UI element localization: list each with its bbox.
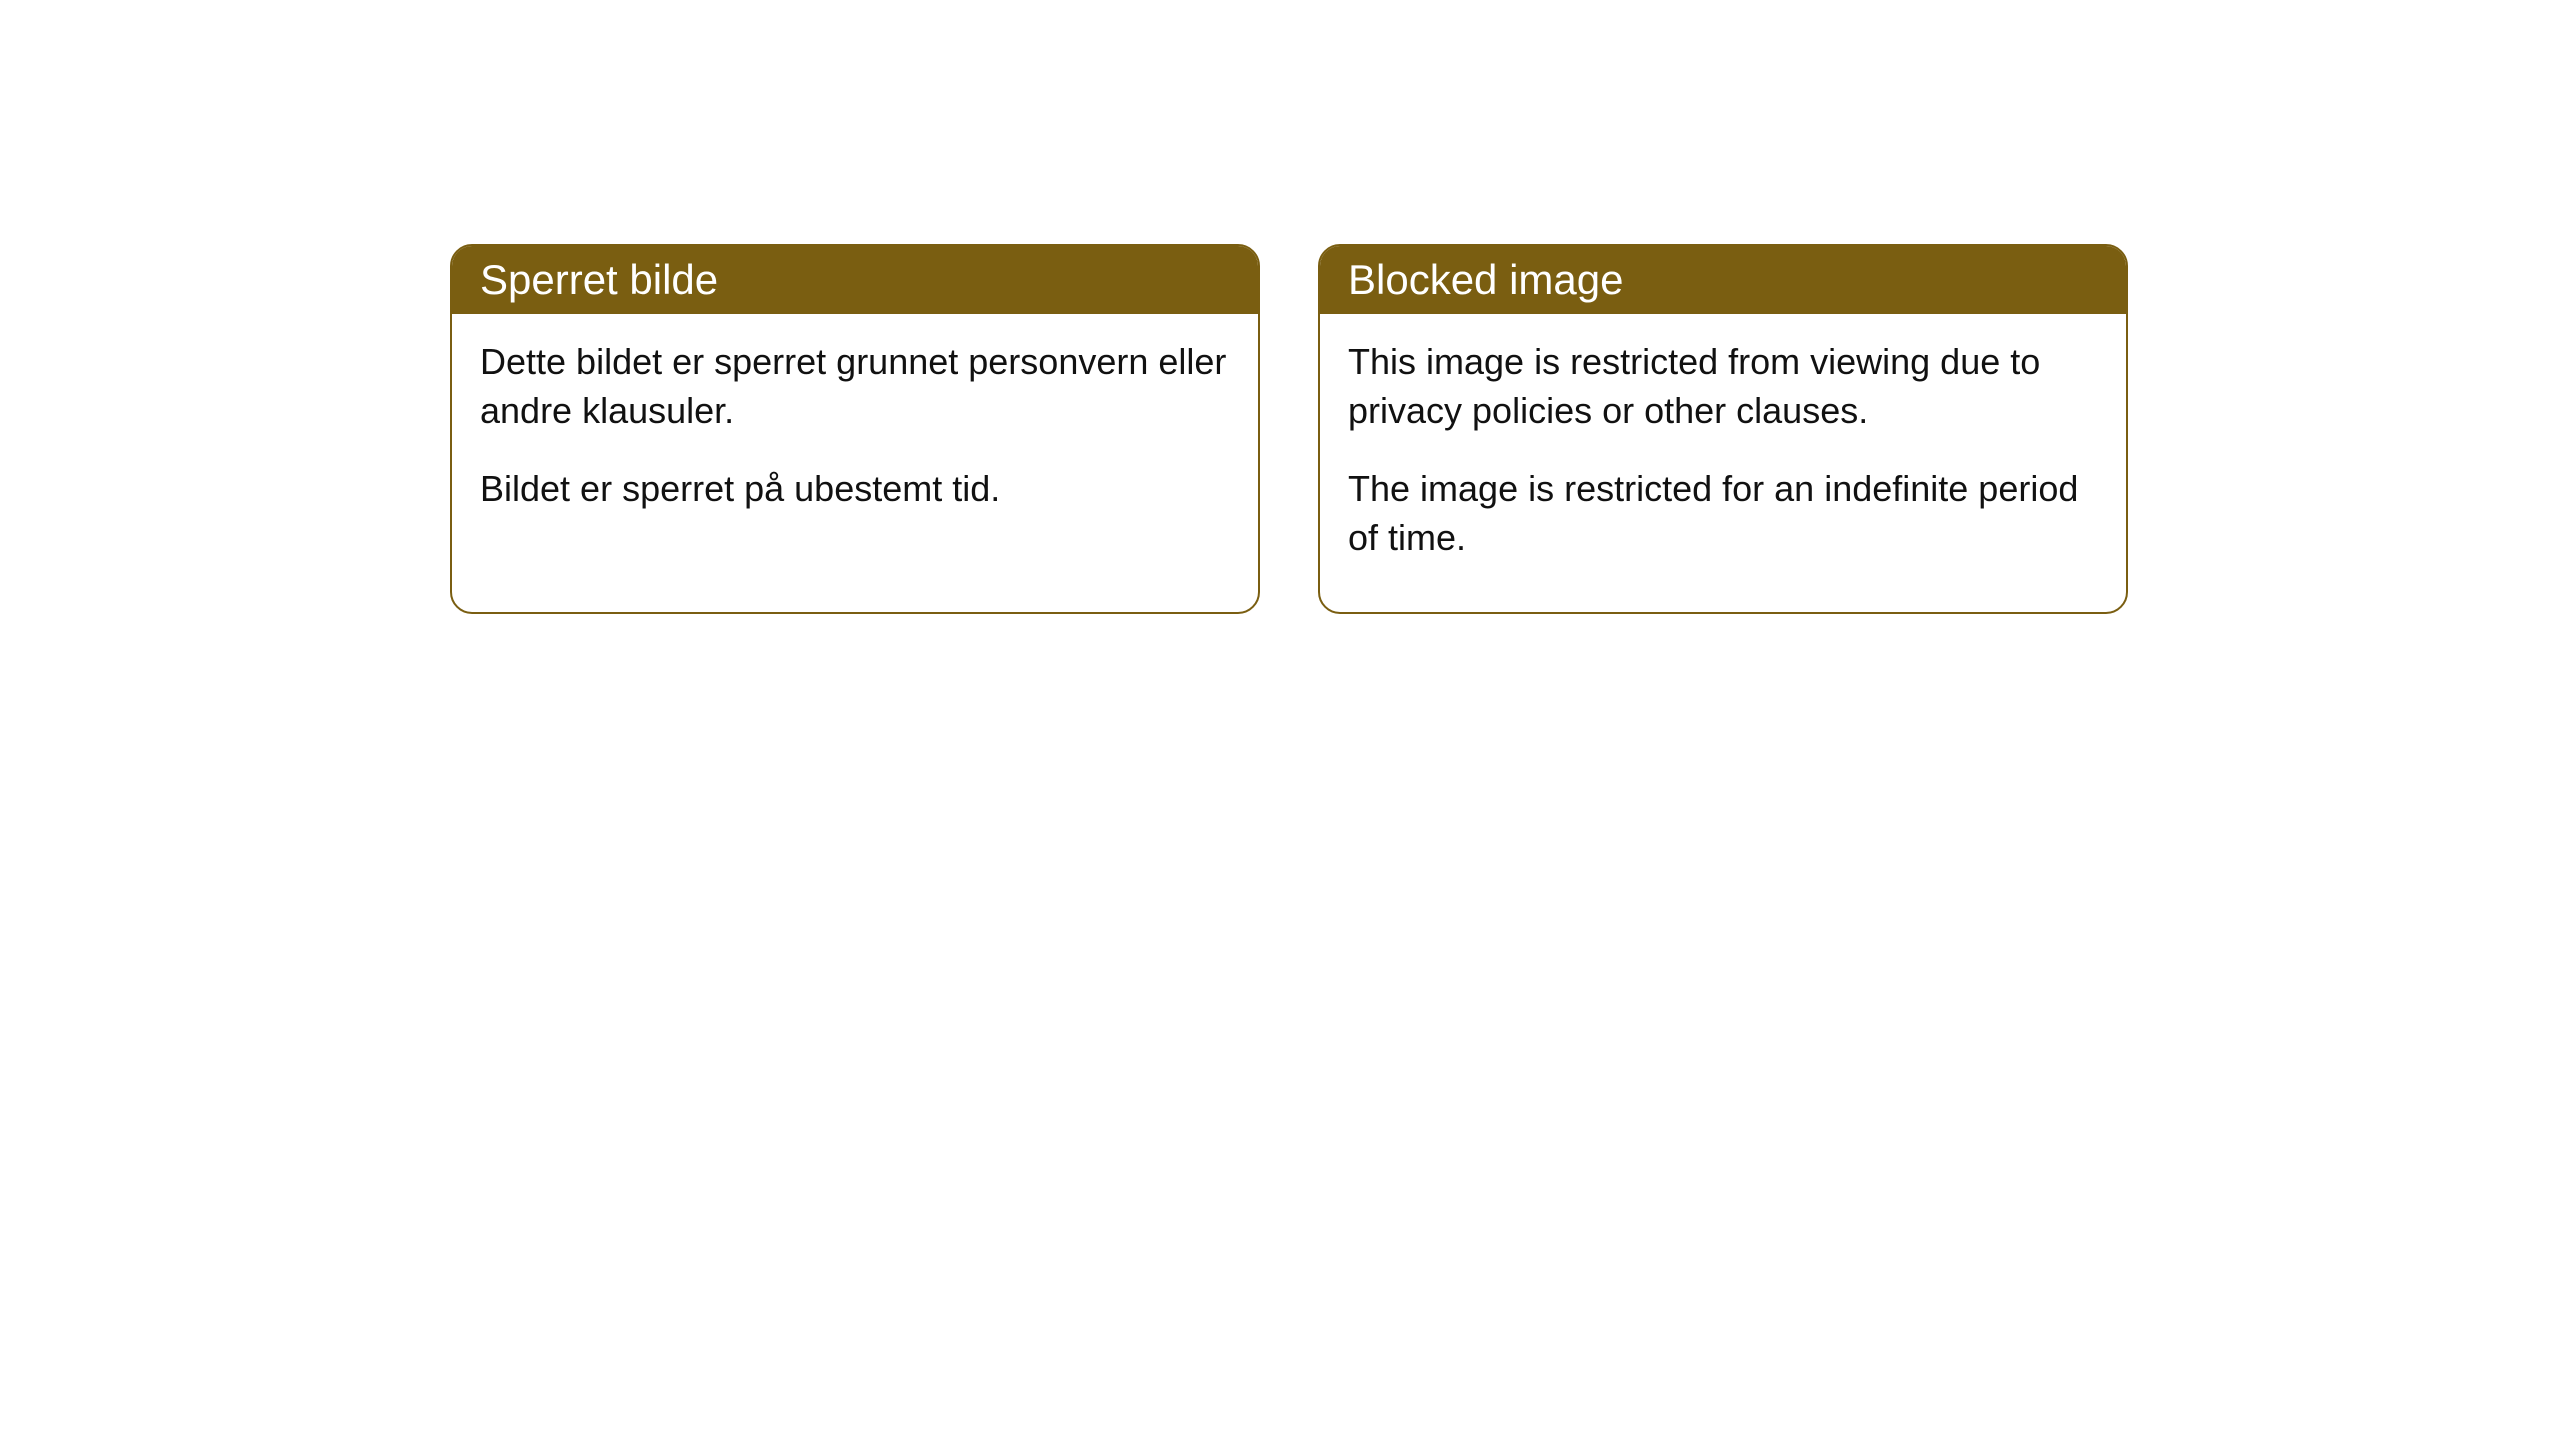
card-paragraph: Dette bildet er sperret grunnet personve… xyxy=(480,338,1230,435)
card-paragraph: This image is restricted from viewing du… xyxy=(1348,338,2098,435)
card-body: This image is restricted from viewing du… xyxy=(1320,314,2126,612)
card-body: Dette bildet er sperret grunnet personve… xyxy=(452,314,1258,564)
blocked-image-card-english: Blocked image This image is restricted f… xyxy=(1318,244,2128,614)
card-header: Sperret bilde xyxy=(452,246,1258,314)
notice-cards-container: Sperret bilde Dette bildet er sperret gr… xyxy=(450,244,2560,614)
blocked-image-card-norwegian: Sperret bilde Dette bildet er sperret gr… xyxy=(450,244,1260,614)
card-paragraph: Bildet er sperret på ubestemt tid. xyxy=(480,465,1230,514)
card-header: Blocked image xyxy=(1320,246,2126,314)
card-paragraph: The image is restricted for an indefinit… xyxy=(1348,465,2098,562)
